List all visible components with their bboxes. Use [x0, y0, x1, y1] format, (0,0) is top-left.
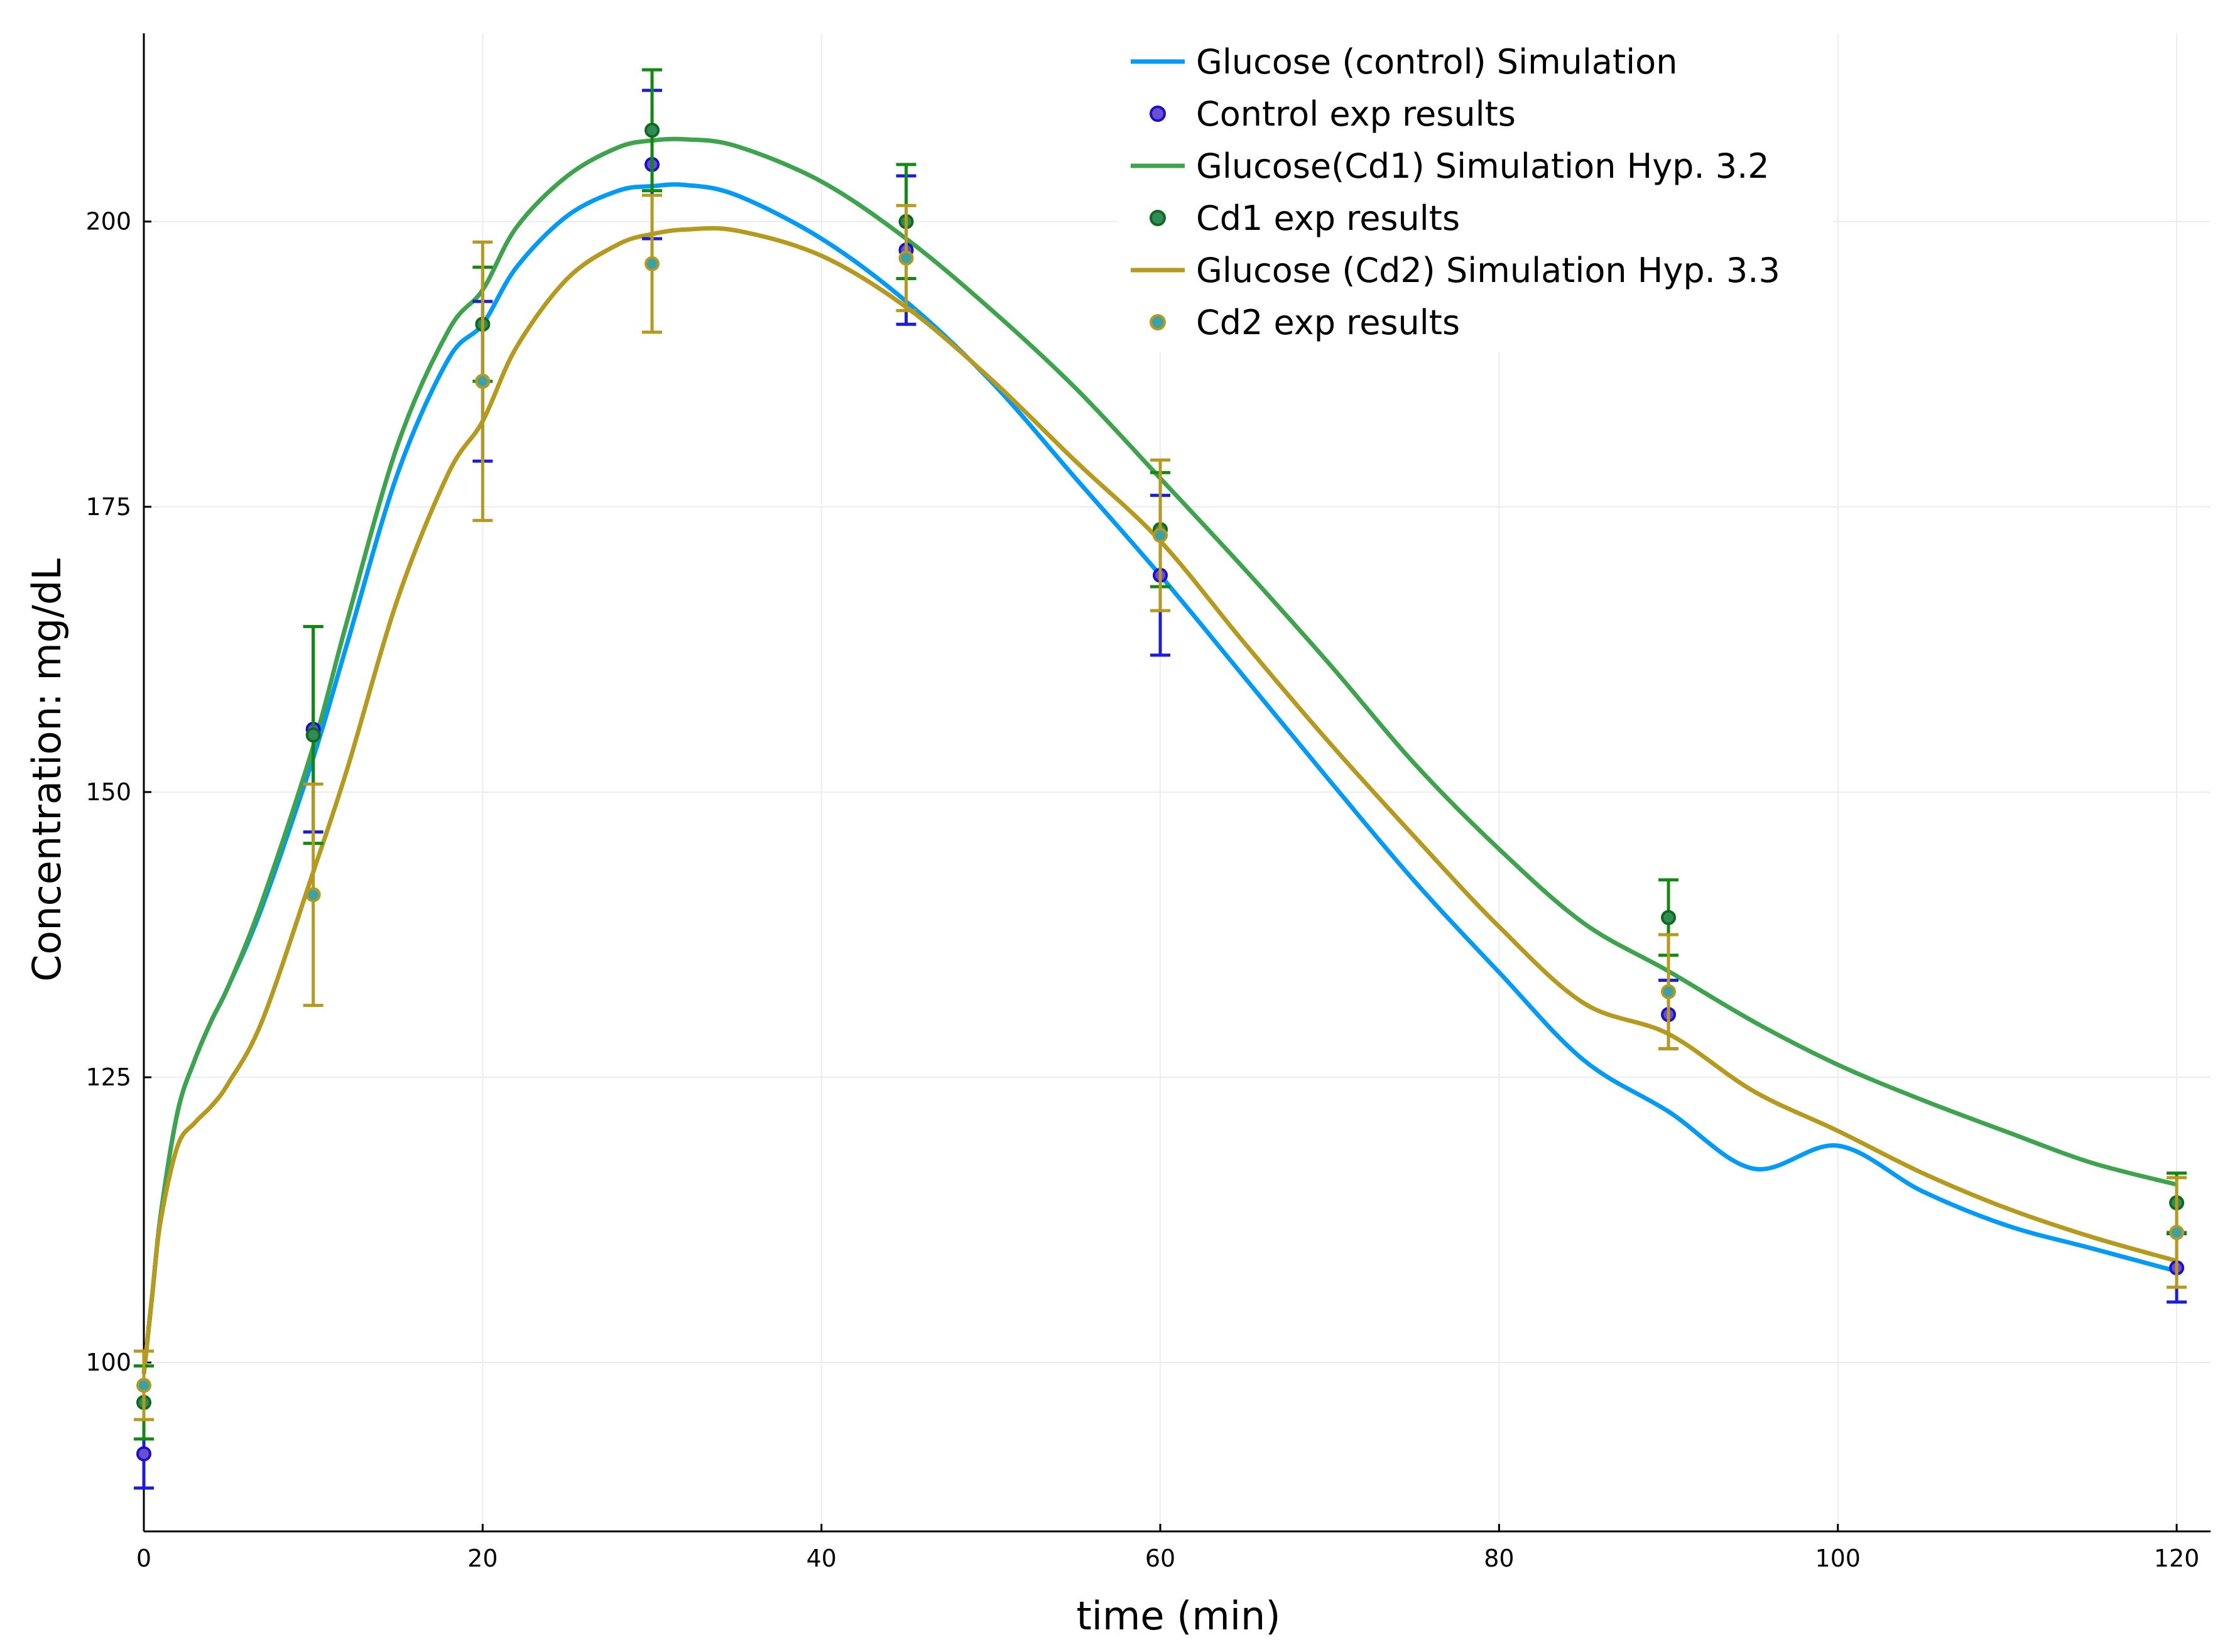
y-tick-label: 175	[85, 493, 131, 521]
cd2-exp-point	[645, 256, 660, 271]
legend-background	[1118, 26, 1833, 352]
y-tick-label: 200	[85, 208, 131, 236]
y-axis-title: Concentration: mg/dL	[24, 558, 70, 982]
legend-marker-swatch	[1150, 210, 1166, 226]
cd1-exp-point	[1661, 910, 1677, 925]
cd2-exp-point	[898, 250, 914, 266]
cd2-exp-point	[305, 887, 321, 903]
legend-label: Glucose (Cd2) Simulation Hyp. 3.3	[1196, 251, 1780, 290]
legend-label: Glucose (control) Simulation	[1196, 42, 1677, 82]
cd2-sim-series	[141, 226, 2178, 1374]
cd1-exp-point	[305, 727, 321, 743]
cd1-exp-point	[645, 122, 660, 138]
legend-label: Cd1 exp results	[1196, 198, 1460, 238]
cd2-sim-line	[141, 226, 2178, 1374]
cd1-sim-series	[141, 136, 2177, 1374]
legend-marker-swatch	[1150, 314, 1166, 330]
x-tick-label: 20	[467, 1545, 498, 1572]
legend-item: Cd1 exp results	[1150, 198, 1460, 238]
legend-label: Control exp results	[1196, 94, 1516, 134]
legend-label: Cd2 exp results	[1196, 303, 1460, 342]
legend-item: Glucose (Cd2) Simulation Hyp. 3.3	[1131, 251, 1780, 290]
legend-item: Control exp results	[1150, 94, 1516, 134]
x-tick-label: 60	[1145, 1545, 1175, 1572]
cd2-exp-point	[1153, 528, 1168, 543]
legend: Glucose (control) Simulation Control exp …	[1118, 26, 1833, 352]
y-tick-label: 150	[85, 778, 131, 806]
cd2-exp-point	[475, 374, 491, 389]
legend-marker-swatch	[1150, 106, 1166, 122]
axes	[143, 33, 2211, 1533]
cd2-exp-series	[134, 193, 2187, 1421]
x-tick-label: 0	[136, 1545, 151, 1572]
cd2-exp-point	[136, 1378, 151, 1393]
tick-labels: 0 20 40 60 80 100 120 100 125 150 175 200	[85, 208, 2199, 1572]
x-axis-title: time (min)	[1076, 1593, 1280, 1639]
y-tick-label: 125	[85, 1063, 131, 1091]
control-exp-point	[136, 1446, 151, 1462]
cd2-exp-point	[2169, 1225, 2185, 1241]
x-tick-label: 80	[1484, 1545, 1514, 1572]
cd1-sim-line	[141, 136, 2177, 1374]
series	[134, 68, 2187, 1490]
legend-item: Glucose(Cd1) Simulation Hyp. 3.2	[1131, 146, 1770, 186]
x-tick-label: 120	[2154, 1545, 2200, 1572]
y-tick-label: 100	[85, 1349, 131, 1376]
cd2-exp-point	[1661, 984, 1677, 999]
legend-item: Cd2 exp results	[1150, 303, 1460, 342]
legend-label: Glucose(Cd1) Simulation Hyp. 3.2	[1196, 146, 1770, 186]
legend-item: Glucose (control) Simulation	[1131, 42, 1677, 82]
x-tick-label: 40	[807, 1545, 837, 1572]
x-tick-label: 100	[1815, 1545, 1861, 1572]
